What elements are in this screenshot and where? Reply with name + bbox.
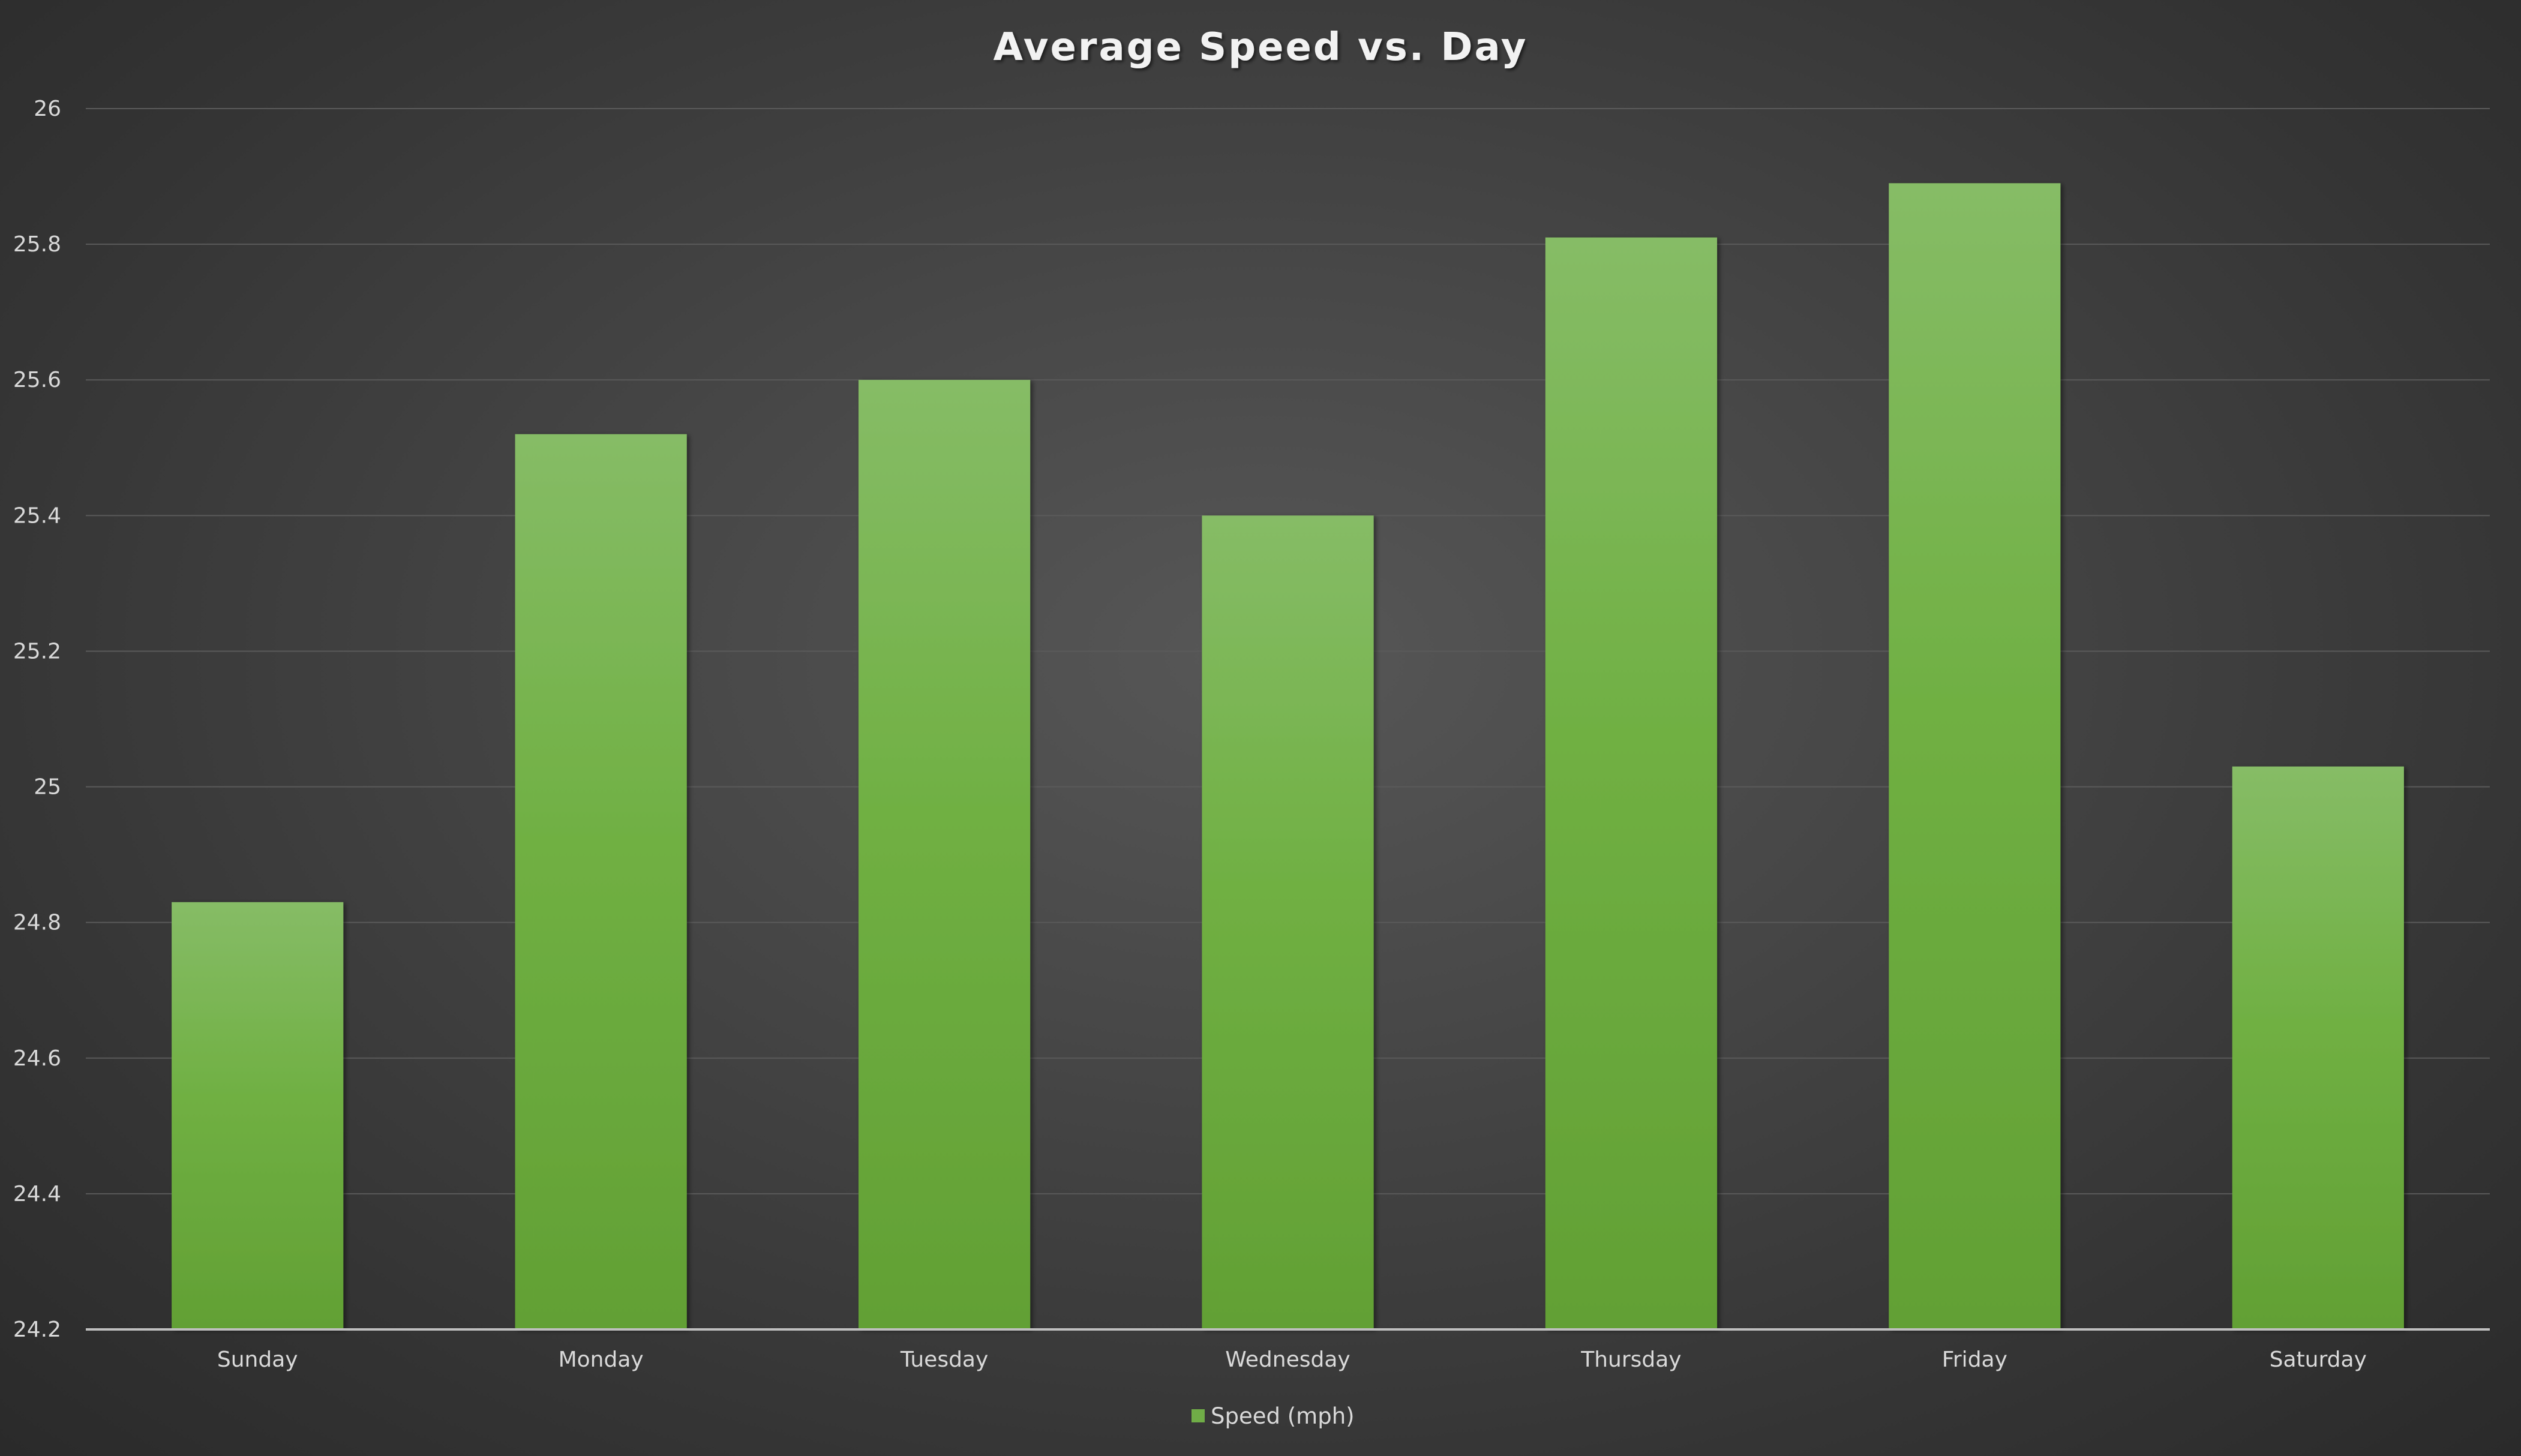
bar-tuesday — [858, 380, 1031, 1330]
y-tick-label: 24.4 — [13, 1182, 61, 1206]
y-tick-label: 24.8 — [13, 911, 61, 935]
bars — [172, 183, 2404, 1330]
bar-monday — [515, 434, 687, 1329]
y-tick-label: 26 — [34, 97, 61, 121]
y-tick-label: 25.2 — [13, 639, 61, 664]
legend-swatch — [1192, 1409, 1205, 1422]
x-tick-label: Thursday — [1580, 1347, 1681, 1372]
legend-label: Speed (mph) — [1211, 1403, 1355, 1429]
bar-thursday — [1545, 237, 1718, 1329]
y-tick-label: 24.2 — [13, 1317, 61, 1342]
x-tick-label: Tuesday — [900, 1347, 988, 1372]
legend: Speed (mph) — [1192, 1403, 1355, 1429]
x-tick-label: Friday — [1942, 1347, 2007, 1372]
y-tick-label: 25.8 — [13, 232, 61, 257]
bar-friday — [1889, 183, 2061, 1330]
y-tick-label: 25 — [34, 775, 61, 800]
x-axis-ticks: Sunday Monday Tuesday Wednesday Thursday Frid… — [217, 1347, 2367, 1372]
chart-title: Average Speed vs. Day — [994, 25, 1528, 70]
y-axis-ticks: 24.2 24.4 24.6 24.8 25 25.2 25.4 25.6 25.8 26 — [13, 97, 61, 1342]
y-tick-label: 24.6 — [13, 1046, 61, 1071]
x-tick-label: Wednesday — [1225, 1347, 1350, 1372]
bar-sunday — [172, 902, 344, 1329]
x-tick-label: Monday — [559, 1347, 644, 1372]
x-tick-label: Saturday — [2270, 1347, 2367, 1372]
bar-wednesday — [1202, 515, 1374, 1330]
bar-saturday — [2232, 766, 2404, 1329]
x-tick-label: Sunday — [217, 1347, 298, 1372]
y-tick-label: 25.6 — [13, 368, 61, 392]
y-tick-label: 25.4 — [13, 503, 61, 528]
